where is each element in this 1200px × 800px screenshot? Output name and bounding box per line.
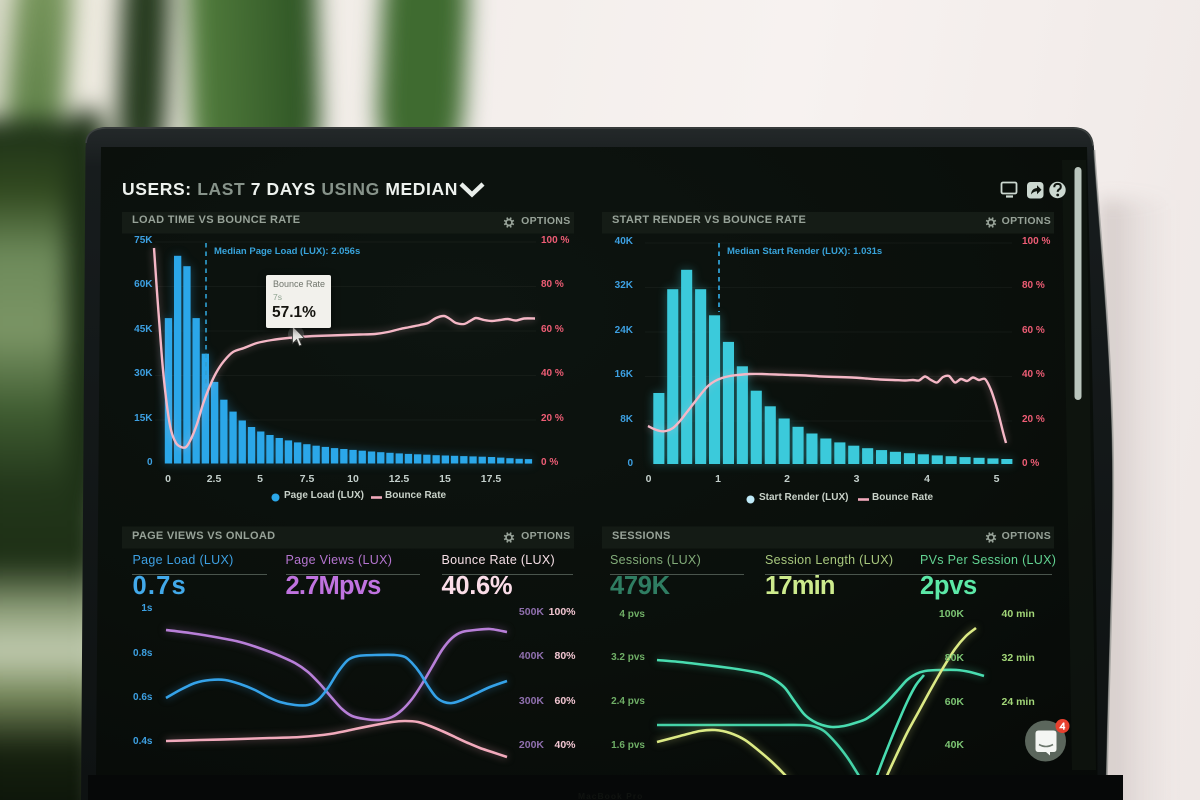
- svg-text:MacBook Pro: MacBook Pro: [578, 791, 643, 800]
